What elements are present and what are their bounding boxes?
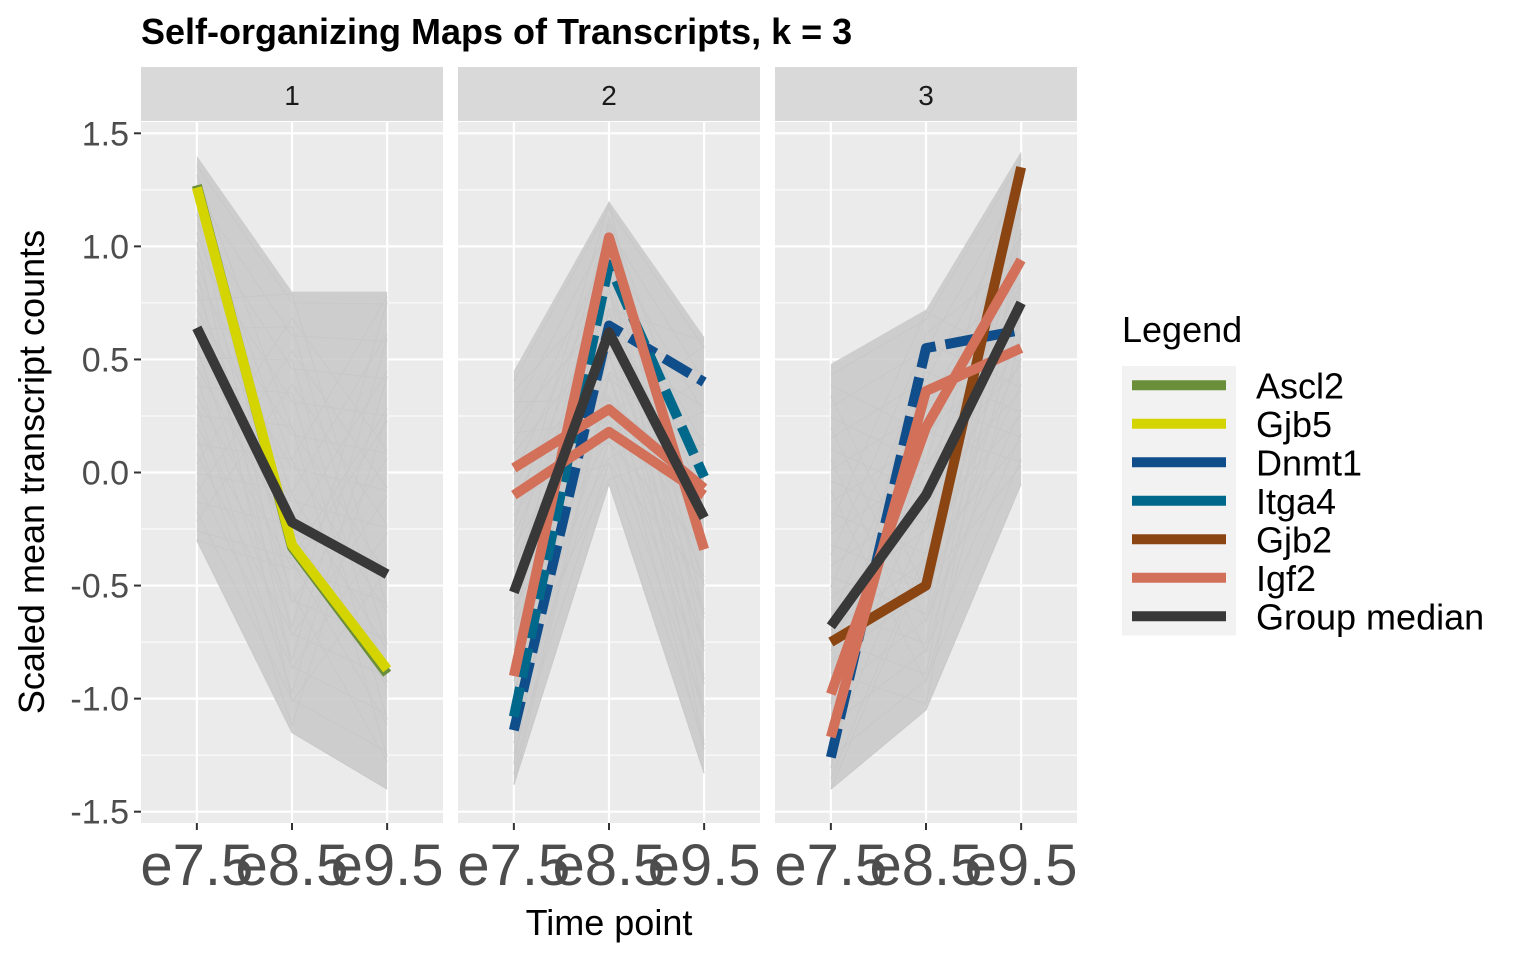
background-profile-band (196, 155, 388, 790)
y-tick-label: -1.5 (70, 794, 129, 832)
y-axis-label: Scaled mean transcript counts (11, 230, 52, 714)
series-line-igf2 (511, 426, 707, 500)
x-tick-label: e9.5 (965, 833, 1078, 898)
y-tick-label: -1.0 (70, 681, 129, 719)
x-tick-label: e7.5 (457, 833, 570, 898)
x-tick-label: e9.5 (648, 833, 761, 898)
facet-strip (775, 67, 1077, 121)
legend-entry-label: Igf2 (1256, 558, 1316, 599)
x-tick-label: e8.5 (870, 833, 983, 898)
y-tick-label: 1.5 (82, 115, 129, 153)
series-line-group-median (192, 325, 390, 579)
x-tick-label: e7.5 (140, 833, 253, 898)
facet-label: 2 (601, 80, 617, 111)
chart-title: Self-organizing Maps of Transcripts, k =… (141, 11, 852, 52)
facet-strip (141, 67, 443, 121)
legend-entry-label: Gjb2 (1256, 519, 1332, 560)
y-tick-label: 0.0 (82, 455, 129, 493)
y-tick-label: -0.5 (70, 568, 129, 606)
x-axis-label: Time point (526, 902, 693, 943)
series-line-itga4 (508, 259, 709, 718)
series-line-group-median (509, 327, 709, 595)
background-profile-band (830, 151, 1022, 790)
x-tick-label: e8.5 (236, 833, 349, 898)
facet-strip (458, 67, 760, 121)
background-profile-band (513, 201, 705, 785)
legend-entry-label: Ascl2 (1256, 365, 1344, 406)
facet-label: 1 (284, 80, 300, 111)
legend-entry-label: Group median (1256, 596, 1484, 637)
legend-entry-label: Itga4 (1256, 481, 1336, 522)
legend-entry-label: Dnmt1 (1256, 442, 1362, 483)
legend-entry-label: Gjb5 (1256, 404, 1332, 445)
x-tick-label: e8.5 (553, 833, 666, 898)
facet-label: 3 (918, 80, 934, 111)
y-tick-label: 0.5 (82, 341, 129, 379)
series-line-igf2 (826, 257, 1026, 696)
x-tick-label: e7.5 (774, 833, 887, 898)
legend-title: Legend (1122, 309, 1242, 350)
y-tick-label: 1.0 (82, 228, 129, 266)
series-line-gjb5 (192, 186, 392, 673)
x-tick-label: e9.5 (331, 833, 444, 898)
series-line-dnmt1 (509, 320, 707, 732)
series-line-group-median (826, 300, 1026, 630)
